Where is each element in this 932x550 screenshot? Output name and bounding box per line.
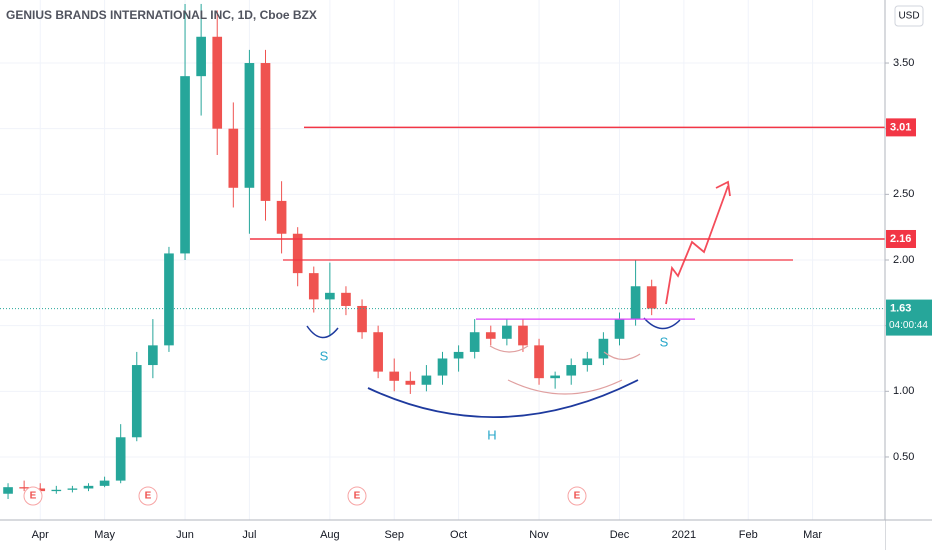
earnings-label: E (145, 491, 152, 502)
pattern-label: S (660, 334, 669, 349)
currency-box[interactable] (894, 5, 924, 27)
y-tick-label: 2.00 (893, 254, 914, 266)
candle-body (244, 63, 255, 188)
candle-body (292, 233, 303, 274)
candle-body (164, 253, 174, 346)
pattern-label: H (487, 427, 496, 442)
x-tick-label: Dec (610, 529, 630, 541)
y-tick-label: 2.50 (893, 188, 914, 200)
x-tick-label: Aug (320, 529, 340, 541)
x-tick-label: Apr (32, 529, 49, 541)
candle-body (582, 358, 593, 366)
earnings-label: E (30, 491, 37, 502)
candle-body (421, 375, 432, 385)
candle-body (212, 36, 223, 129)
candles (3, 3, 657, 499)
candle-body (485, 332, 496, 339)
x-tick-label: Jun (176, 529, 194, 541)
candle-body (83, 485, 94, 489)
candle-body (502, 325, 512, 339)
candle-body (228, 128, 239, 188)
candle-body (341, 292, 351, 306)
candle-body (260, 63, 271, 201)
candle-body (35, 488, 46, 492)
shoulder-curve (643, 317, 681, 330)
candle-body (566, 365, 577, 376)
level-label: 2.16 (890, 233, 911, 245)
level-label: 3.01 (890, 121, 911, 133)
candle-body (67, 488, 78, 490)
candle-body (598, 338, 609, 359)
last-price-tag (886, 299, 932, 336)
y-tick-label: 1.00 (893, 385, 914, 397)
countdown: 04:00:44 (889, 320, 928, 331)
x-tick-label: May (94, 529, 115, 541)
minor-curve (489, 345, 529, 353)
minor-curve (603, 351, 641, 361)
candle-body (325, 292, 335, 300)
candle-body (99, 480, 110, 486)
arrow-head (715, 180, 731, 197)
y-tick-label: 0.50 (893, 451, 914, 463)
candle-body (614, 319, 625, 339)
x-tick-label: Sep (384, 529, 404, 541)
candle-body (405, 380, 416, 385)
y-tick-label: 3.50 (893, 57, 914, 69)
level-tag (886, 118, 916, 137)
pattern-label: S (320, 348, 329, 363)
x-tick-label: Mar (803, 529, 822, 541)
candle-body (131, 365, 142, 438)
time-axis-background (0, 520, 885, 550)
candle-body (518, 325, 528, 346)
chart-title: GENIUS BRANDS INTERNATIONAL INC, 1D, Cbo… (6, 8, 317, 22)
candle-body (646, 286, 657, 309)
earnings-marker[interactable] (23, 486, 43, 506)
earnings-marker[interactable] (138, 486, 158, 506)
x-tick-label: Feb (739, 529, 758, 541)
candle-body (19, 487, 29, 489)
candle-body (630, 286, 641, 320)
minor-curve (507, 379, 623, 395)
candle-body (180, 76, 190, 254)
candle-body (196, 36, 206, 77)
candle-body (469, 332, 480, 352)
currency: USD (898, 11, 919, 22)
candle-body (148, 345, 158, 366)
x-tick-label: Nov (529, 529, 549, 541)
earnings-label: E (574, 491, 581, 502)
projection-arrow (665, 185, 729, 305)
shoulder-curve (306, 325, 339, 339)
earnings-label: E (354, 491, 361, 502)
candle-body (453, 351, 464, 359)
level-tag (886, 229, 916, 248)
candle-body (308, 273, 319, 300)
candle-body (389, 371, 400, 381)
candle-body (115, 437, 126, 481)
candle-body (357, 305, 367, 333)
earnings-marker[interactable] (347, 486, 367, 506)
earnings-marker[interactable] (567, 486, 587, 506)
candle-body (534, 345, 544, 379)
x-tick-label: 2021 (672, 529, 696, 541)
last-price-label: 1.63 (890, 302, 911, 314)
candle-body (3, 487, 13, 494)
candle-body (373, 332, 383, 372)
candle-body (550, 375, 560, 379)
candle-body (51, 489, 62, 492)
x-tick-label: Jul (242, 529, 256, 541)
x-tick-label: Oct (450, 529, 467, 541)
levels (0, 126, 885, 320)
head-curve (367, 379, 639, 418)
axis-background (885, 0, 932, 550)
candle-body (437, 358, 448, 376)
candle-body (276, 200, 287, 234)
